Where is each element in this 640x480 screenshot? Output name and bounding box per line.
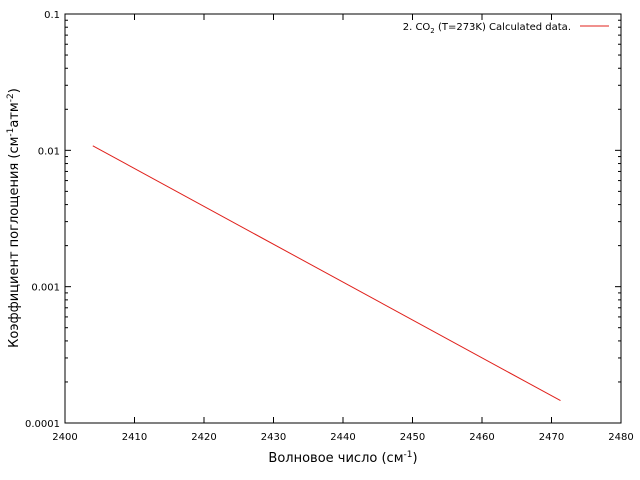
x-tick-label: 2470 [539,432,564,443]
x-tick-label: 2480 [608,432,633,443]
x-tick-label: 2440 [330,432,355,443]
x-axis-label: Волновое число (см-1) [268,450,417,466]
series-line [92,145,561,402]
x-tick-label: 2420 [191,432,216,443]
x-tick-label: 2460 [469,432,494,443]
y-tick-label: 0.0001 [25,419,60,430]
legend: 2. CO2 (T=273K) Calculated data. [403,22,609,35]
y-tick-label: 0.1 [44,10,60,21]
x-tick-label: 2410 [122,432,147,443]
y-tick-label: 0.01 [38,146,60,157]
y-axis-label: Коэффициент поглощения (см-1атм-2) [6,88,22,348]
x-tick-label: 2430 [261,432,286,443]
x-tick-label: 2450 [400,432,425,443]
axis-ticks: 2400 2410 2420 2430 2440 2450 2460 2470 2480 0.00… [25,10,634,443]
legend-label: 2. CO2 (T=273K) Calculated data. [403,22,571,35]
plot-frame [64,13,622,424]
y-tick-label: 0.001 [31,283,60,294]
x-tick-label: 2400 [52,432,77,443]
series-layer [92,145,561,402]
